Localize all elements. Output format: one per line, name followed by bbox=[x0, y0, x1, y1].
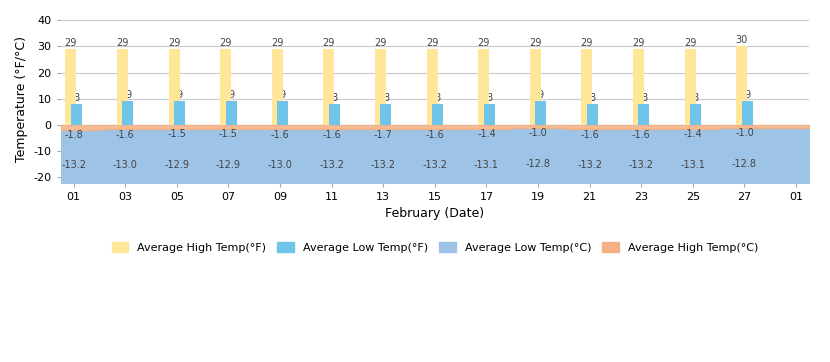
Text: 8: 8 bbox=[331, 93, 338, 103]
Text: 9: 9 bbox=[177, 90, 183, 100]
Text: -1.5: -1.5 bbox=[219, 129, 238, 139]
Bar bbox=[329, 104, 339, 125]
X-axis label: February (Date): February (Date) bbox=[385, 207, 485, 220]
Text: 29: 29 bbox=[168, 38, 180, 48]
Text: 9: 9 bbox=[228, 90, 234, 100]
Text: 9: 9 bbox=[744, 90, 750, 100]
Bar bbox=[174, 101, 185, 125]
Text: -12.8: -12.8 bbox=[732, 159, 757, 169]
Bar bbox=[638, 104, 649, 125]
Bar bbox=[375, 49, 386, 125]
Text: -1.8: -1.8 bbox=[64, 130, 83, 140]
Bar bbox=[226, 101, 237, 125]
Bar bbox=[633, 49, 644, 125]
Text: -1.4: -1.4 bbox=[683, 129, 702, 139]
Text: 29: 29 bbox=[632, 38, 645, 48]
Bar bbox=[271, 49, 283, 125]
Text: -1.6: -1.6 bbox=[426, 130, 444, 140]
Text: -12.9: -12.9 bbox=[164, 160, 189, 169]
Text: 29: 29 bbox=[477, 38, 490, 48]
Bar bbox=[123, 101, 134, 125]
Bar bbox=[71, 104, 82, 125]
Bar bbox=[324, 49, 334, 125]
Text: -1.6: -1.6 bbox=[116, 130, 134, 140]
Text: -13.2: -13.2 bbox=[61, 160, 86, 170]
Bar bbox=[432, 104, 443, 125]
Text: -1.6: -1.6 bbox=[322, 130, 341, 140]
Text: 29: 29 bbox=[684, 38, 696, 48]
Text: 29: 29 bbox=[65, 38, 77, 48]
Bar bbox=[220, 49, 231, 125]
Text: -1.6: -1.6 bbox=[580, 130, 599, 140]
Text: 9: 9 bbox=[124, 90, 131, 100]
Text: -12.9: -12.9 bbox=[216, 160, 241, 169]
Text: -13.0: -13.0 bbox=[113, 160, 138, 170]
Text: -13.2: -13.2 bbox=[319, 160, 344, 170]
Text: 8: 8 bbox=[641, 93, 647, 103]
Text: 29: 29 bbox=[116, 38, 129, 48]
Text: 29: 29 bbox=[219, 38, 232, 48]
Text: -13.2: -13.2 bbox=[422, 160, 447, 170]
Text: 9: 9 bbox=[280, 90, 286, 100]
Legend: Average High Temp(°F), Average Low Temp(°F), Average Low Temp(°C), Average High : Average High Temp(°F), Average Low Temp(… bbox=[107, 238, 763, 257]
Text: -13.2: -13.2 bbox=[577, 160, 602, 170]
Bar bbox=[685, 49, 696, 125]
Bar bbox=[277, 101, 288, 125]
Y-axis label: Temperature (°F/°C): Temperature (°F/°C) bbox=[15, 36, 28, 162]
Text: -13.0: -13.0 bbox=[267, 160, 292, 170]
Bar bbox=[484, 104, 495, 125]
Text: 8: 8 bbox=[589, 93, 595, 103]
Bar bbox=[380, 104, 392, 125]
Bar bbox=[736, 46, 747, 125]
Bar bbox=[168, 49, 179, 125]
Text: 30: 30 bbox=[735, 35, 748, 45]
Text: 29: 29 bbox=[271, 38, 284, 48]
Bar bbox=[742, 101, 753, 125]
Text: 8: 8 bbox=[383, 93, 389, 103]
Bar bbox=[587, 104, 598, 125]
Text: 8: 8 bbox=[434, 93, 441, 103]
Text: -13.1: -13.1 bbox=[474, 160, 499, 170]
Bar bbox=[427, 49, 437, 125]
Text: 29: 29 bbox=[581, 38, 593, 48]
Text: -1.7: -1.7 bbox=[374, 130, 393, 140]
Text: -1.0: -1.0 bbox=[529, 128, 547, 138]
Text: 29: 29 bbox=[374, 38, 387, 48]
Bar bbox=[535, 101, 546, 125]
Text: -13.1: -13.1 bbox=[681, 160, 705, 170]
Text: -12.8: -12.8 bbox=[525, 159, 550, 169]
Text: 29: 29 bbox=[426, 38, 438, 48]
Bar bbox=[66, 49, 76, 125]
Text: 8: 8 bbox=[486, 93, 492, 103]
Bar bbox=[581, 49, 593, 125]
Bar bbox=[478, 49, 489, 125]
Text: -1.6: -1.6 bbox=[271, 130, 290, 140]
Text: 9: 9 bbox=[538, 90, 544, 100]
Bar bbox=[530, 49, 541, 125]
Text: 8: 8 bbox=[692, 93, 699, 103]
Bar bbox=[117, 49, 128, 125]
Bar bbox=[690, 104, 701, 125]
Text: -1.4: -1.4 bbox=[477, 129, 496, 139]
Text: 8: 8 bbox=[73, 93, 80, 103]
Text: 29: 29 bbox=[529, 38, 541, 48]
Text: -1.5: -1.5 bbox=[168, 129, 186, 139]
Text: 29: 29 bbox=[323, 38, 335, 48]
Text: -1.0: -1.0 bbox=[735, 128, 754, 138]
Text: -1.6: -1.6 bbox=[632, 130, 651, 140]
Text: -13.2: -13.2 bbox=[371, 160, 396, 170]
Text: -13.2: -13.2 bbox=[628, 160, 654, 170]
